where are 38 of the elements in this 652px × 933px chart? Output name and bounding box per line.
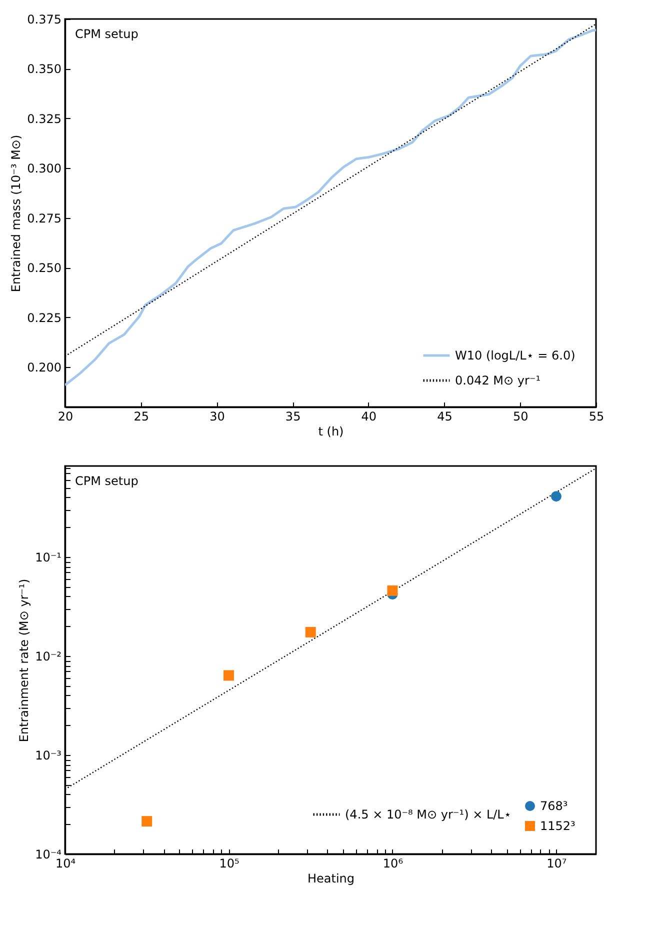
y-tick-label: 0.300 — [27, 162, 62, 176]
y-tick-label: 0.200 — [27, 360, 62, 375]
x-axis-title: t (h) — [318, 424, 344, 438]
x-tick-label: 10⁴ — [55, 856, 76, 870]
y-tick-label: 0.375 — [27, 12, 62, 26]
y-axis-title: Entrained mass (10⁻³ M⊙) — [9, 134, 24, 292]
annotation: CPM setup — [75, 474, 138, 488]
x-tick-label: 35 — [285, 410, 301, 424]
y-axis-title: Entrainment rate (M⊙ yr⁻¹) — [17, 578, 32, 742]
legend-label: W10 (logL/L⋆ = 6.0) — [455, 348, 576, 362]
y-tick-label: 10⁻³ — [35, 748, 62, 762]
legend-label: 0.042 M⊙ yr⁻¹ — [455, 374, 541, 388]
legend-label: 1152³ — [540, 819, 576, 833]
point — [305, 626, 316, 638]
x-tick-label: 10⁷ — [546, 856, 567, 870]
legend-label: (4.5 × 10⁻⁸ M⊙ yr⁻¹) × L/L⋆ — [345, 808, 512, 822]
y-tick-label: 0.275 — [27, 211, 62, 226]
point — [387, 585, 398, 596]
point — [223, 670, 234, 681]
y-tick-label: 0.350 — [27, 62, 62, 76]
x-tick-label: 10⁶ — [382, 856, 404, 870]
y-tick-label: 0.225 — [27, 310, 62, 325]
legend-label: 768³ — [540, 799, 568, 813]
x-tick-label: 20 — [58, 410, 74, 424]
x-tick-label: 10⁵ — [219, 856, 240, 870]
x-tick-label: 40 — [361, 410, 377, 424]
x-tick-label: 45 — [437, 410, 452, 424]
x-tick-label: 30 — [210, 410, 225, 424]
x-tick-label: 25 — [134, 410, 149, 424]
x-axis-title: Heating — [307, 872, 355, 886]
x-tick-label: 50 — [513, 410, 528, 424]
annotation: CPM setup — [75, 27, 138, 41]
y-tick-label: 10⁻² — [35, 649, 62, 664]
x-tick-label: 55 — [588, 410, 604, 424]
y-tick-label: 0.325 — [27, 112, 62, 126]
y-tick-label: 0.250 — [27, 261, 62, 276]
point — [142, 816, 152, 827]
y-tick-label: 10⁻¹ — [35, 550, 62, 564]
